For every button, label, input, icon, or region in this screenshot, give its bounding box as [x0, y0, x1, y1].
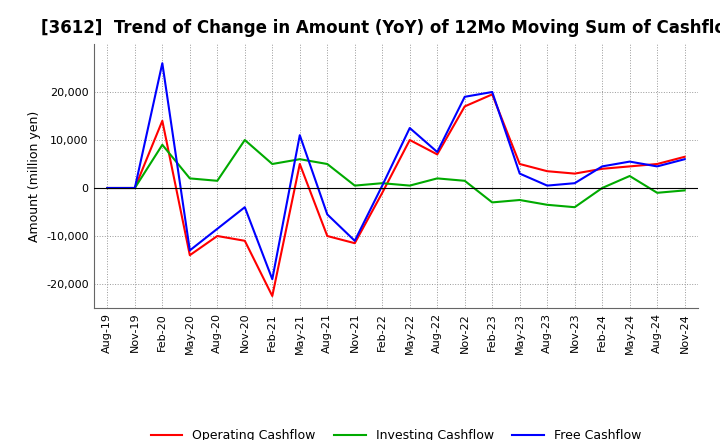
Operating Cashflow: [598, 166, 606, 172]
Free Cashflow: [158, 61, 166, 66]
Investing Cashflow: [323, 161, 332, 167]
Free Cashflow: [433, 149, 441, 154]
Operating Cashflow: [186, 253, 194, 258]
Free Cashflow: [543, 183, 552, 188]
Investing Cashflow: [488, 200, 497, 205]
Operating Cashflow: [680, 154, 689, 159]
Line: Operating Cashflow: Operating Cashflow: [107, 95, 685, 296]
Free Cashflow: [405, 125, 414, 131]
Operating Cashflow: [516, 161, 524, 167]
Investing Cashflow: [543, 202, 552, 207]
Operating Cashflow: [543, 169, 552, 174]
Free Cashflow: [680, 157, 689, 162]
Free Cashflow: [488, 89, 497, 95]
Operating Cashflow: [405, 137, 414, 143]
Operating Cashflow: [653, 161, 662, 167]
Investing Cashflow: [130, 185, 139, 191]
Line: Investing Cashflow: Investing Cashflow: [107, 140, 685, 207]
Operating Cashflow: [488, 92, 497, 97]
Free Cashflow: [598, 164, 606, 169]
Operating Cashflow: [268, 293, 276, 299]
Investing Cashflow: [460, 178, 469, 183]
Operating Cashflow: [295, 161, 304, 167]
Y-axis label: Amount (million yen): Amount (million yen): [27, 110, 40, 242]
Legend: Operating Cashflow, Investing Cashflow, Free Cashflow: Operating Cashflow, Investing Cashflow, …: [146, 424, 646, 440]
Free Cashflow: [323, 212, 332, 217]
Operating Cashflow: [570, 171, 579, 176]
Operating Cashflow: [240, 238, 249, 243]
Free Cashflow: [570, 180, 579, 186]
Operating Cashflow: [351, 241, 359, 246]
Free Cashflow: [516, 171, 524, 176]
Free Cashflow: [378, 183, 387, 188]
Operating Cashflow: [323, 233, 332, 238]
Investing Cashflow: [680, 188, 689, 193]
Free Cashflow: [653, 164, 662, 169]
Free Cashflow: [240, 205, 249, 210]
Operating Cashflow: [433, 152, 441, 157]
Operating Cashflow: [130, 185, 139, 191]
Investing Cashflow: [213, 178, 222, 183]
Investing Cashflow: [378, 180, 387, 186]
Operating Cashflow: [213, 233, 222, 238]
Investing Cashflow: [653, 190, 662, 195]
Investing Cashflow: [186, 176, 194, 181]
Investing Cashflow: [598, 185, 606, 191]
Free Cashflow: [130, 185, 139, 191]
Free Cashflow: [295, 132, 304, 138]
Investing Cashflow: [570, 205, 579, 210]
Operating Cashflow: [158, 118, 166, 124]
Operating Cashflow: [460, 104, 469, 109]
Investing Cashflow: [351, 183, 359, 188]
Operating Cashflow: [378, 190, 387, 195]
Free Cashflow: [186, 248, 194, 253]
Free Cashflow: [268, 277, 276, 282]
Investing Cashflow: [268, 161, 276, 167]
Investing Cashflow: [405, 183, 414, 188]
Investing Cashflow: [158, 142, 166, 147]
Line: Free Cashflow: Free Cashflow: [107, 63, 685, 279]
Investing Cashflow: [240, 137, 249, 143]
Title: [3612]  Trend of Change in Amount (YoY) of 12Mo Moving Sum of Cashflows: [3612] Trend of Change in Amount (YoY) o…: [41, 19, 720, 37]
Free Cashflow: [626, 159, 634, 164]
Free Cashflow: [103, 185, 112, 191]
Investing Cashflow: [103, 185, 112, 191]
Operating Cashflow: [626, 164, 634, 169]
Investing Cashflow: [516, 198, 524, 203]
Operating Cashflow: [103, 185, 112, 191]
Free Cashflow: [213, 226, 222, 231]
Investing Cashflow: [626, 173, 634, 179]
Investing Cashflow: [295, 157, 304, 162]
Free Cashflow: [460, 94, 469, 99]
Free Cashflow: [351, 238, 359, 243]
Investing Cashflow: [433, 176, 441, 181]
